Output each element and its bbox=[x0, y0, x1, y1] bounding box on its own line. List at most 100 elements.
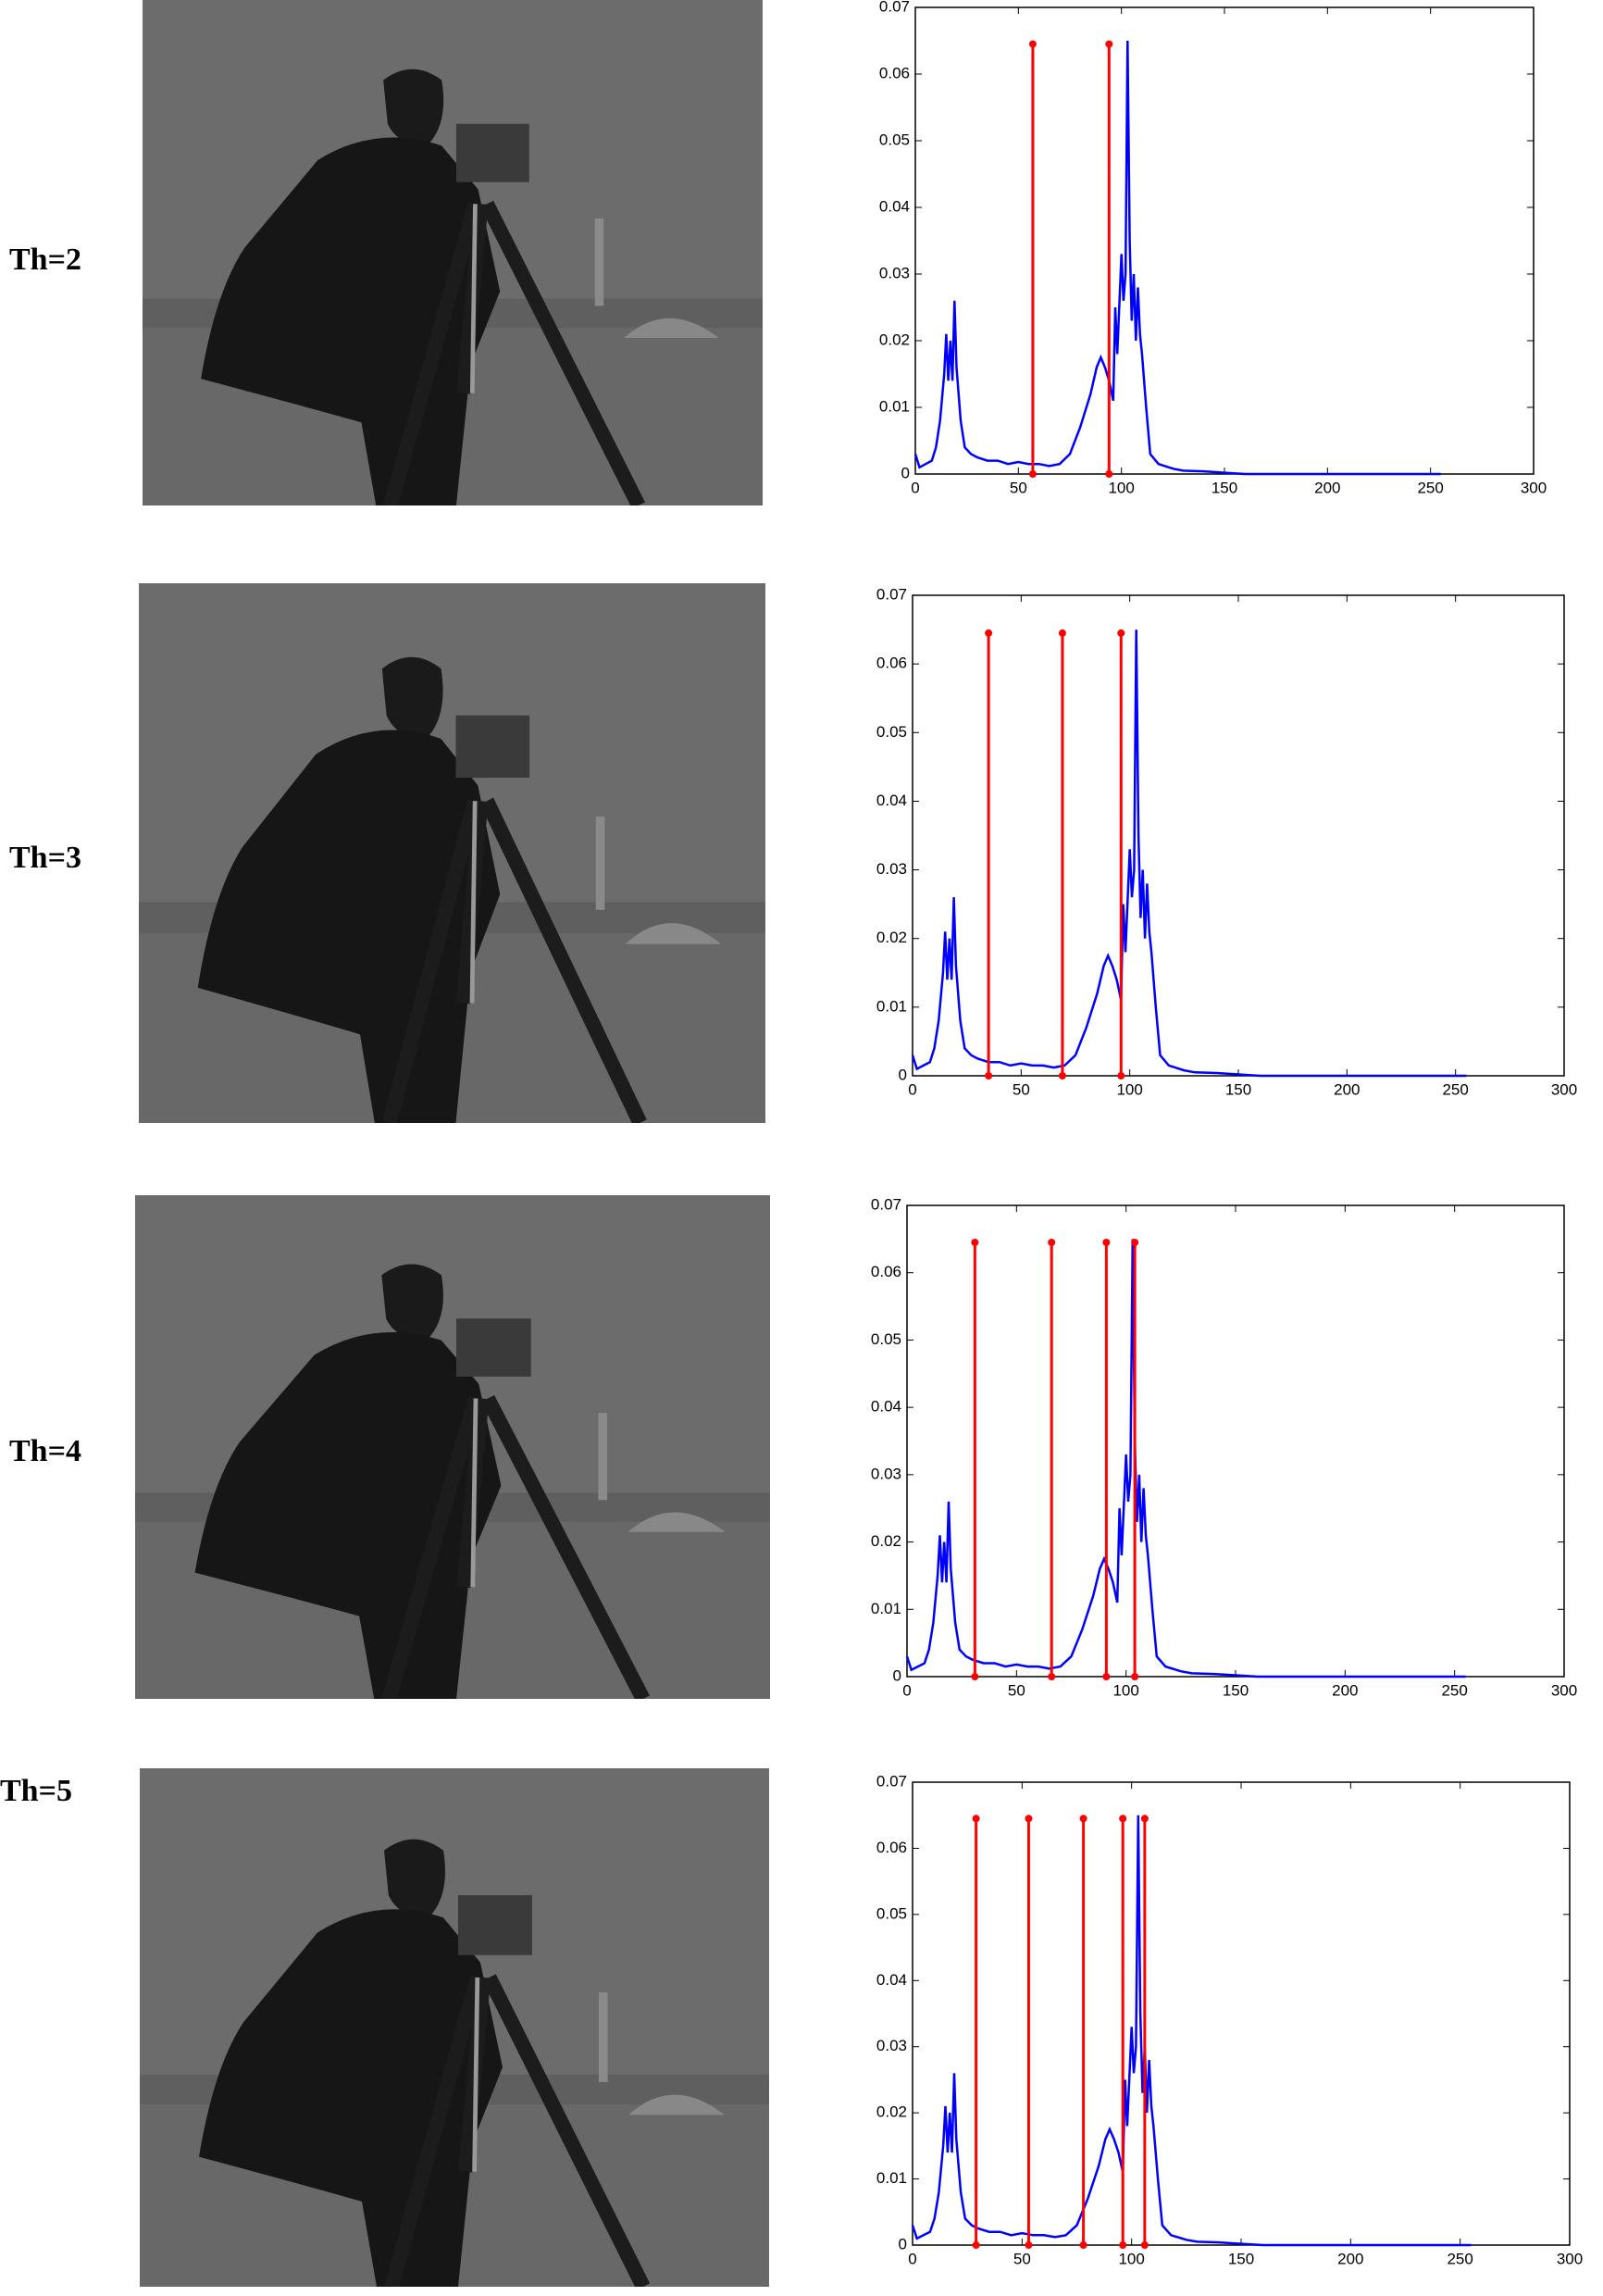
plot-frame bbox=[912, 594, 1565, 1077]
y-tick-label: 0.03 bbox=[871, 1465, 901, 1482]
x-tick-label: 0 bbox=[911, 479, 919, 496]
x-tick-label: 300 bbox=[1557, 2250, 1583, 2267]
stem-dot bbox=[1140, 1815, 1149, 1823]
stem-base-dot bbox=[1102, 1673, 1111, 1680]
x-tick-label: 150 bbox=[1225, 1080, 1251, 1098]
x-tick-label: 100 bbox=[1118, 2250, 1144, 2267]
row-label: Th=2 bbox=[9, 243, 81, 277]
plot-frame bbox=[914, 6, 1535, 475]
stem-base-dot bbox=[1119, 2241, 1127, 2249]
stem-dot bbox=[1117, 629, 1125, 637]
stem-base-dot bbox=[1048, 1673, 1056, 1680]
x-tick-label: 300 bbox=[1551, 1681, 1577, 1699]
y-tick-label: 0.01 bbox=[876, 997, 907, 1015]
y-tick-label: 0 bbox=[893, 1666, 901, 1684]
x-tick-label: 150 bbox=[1223, 1681, 1249, 1699]
y-tick-label: 0.05 bbox=[871, 1330, 901, 1348]
x-tick-label: 300 bbox=[1551, 1080, 1577, 1098]
x-tick-label: 250 bbox=[1417, 479, 1443, 496]
x-tick-label: 100 bbox=[1116, 1080, 1142, 1098]
y-tick-label: 0.04 bbox=[879, 197, 910, 215]
y-tick-label: 0.04 bbox=[871, 1398, 901, 1416]
x-tick-label: 50 bbox=[1010, 479, 1027, 496]
stem-base-dot bbox=[1028, 470, 1037, 478]
x-tick-label: 100 bbox=[1112, 1681, 1138, 1699]
stem-base-dot bbox=[1140, 2241, 1149, 2249]
stem-base-dot bbox=[1025, 2241, 1033, 2249]
y-tick-label: 0.02 bbox=[876, 2103, 907, 2121]
stem-dot bbox=[1105, 40, 1113, 48]
x-tick-label: 50 bbox=[1013, 2250, 1031, 2267]
stem-dot bbox=[971, 1238, 979, 1246]
y-tick-label: 0.07 bbox=[879, 0, 910, 15]
stem-base-dot bbox=[985, 1072, 993, 1079]
x-tick-label: 50 bbox=[1013, 1080, 1030, 1098]
stem-dot bbox=[1058, 629, 1066, 637]
histogram-line bbox=[911, 1815, 1472, 2247]
x-tick-label: 200 bbox=[1332, 1681, 1358, 1699]
x-tick-label: 0 bbox=[908, 2250, 916, 2267]
x-tick-label: 100 bbox=[1108, 479, 1134, 496]
stem-dot bbox=[985, 629, 993, 637]
y-tick-label: 0.05 bbox=[876, 723, 907, 741]
stem-dot bbox=[1028, 40, 1037, 48]
x-tick-label: 250 bbox=[1441, 1681, 1467, 1699]
y-tick-label: 0.05 bbox=[876, 1904, 907, 1922]
y-tick-label: 0.03 bbox=[876, 860, 907, 878]
y-tick-label: 0.06 bbox=[876, 1839, 907, 1856]
row-label: Th=3 bbox=[9, 841, 81, 875]
photo bbox=[143, 0, 763, 505]
y-tick-label: 0 bbox=[899, 2235, 907, 2252]
plot-frame bbox=[906, 1204, 1565, 1678]
y-tick-label: 0.01 bbox=[871, 1600, 901, 1617]
stem-dot bbox=[1048, 1238, 1056, 1246]
stem-dot bbox=[1079, 1815, 1087, 1823]
x-tick-label: 200 bbox=[1337, 2250, 1363, 2267]
x-tick-label: 300 bbox=[1521, 479, 1547, 496]
y-tick-label: 0.06 bbox=[871, 1263, 901, 1280]
histogram-line bbox=[913, 40, 1441, 476]
x-tick-label: 250 bbox=[1447, 2250, 1473, 2267]
stem-dot bbox=[972, 1815, 980, 1823]
y-tick-label: 0.03 bbox=[876, 2037, 907, 2054]
x-tick-label: 250 bbox=[1442, 1080, 1468, 1098]
x-tick-label: 150 bbox=[1228, 2250, 1254, 2267]
stem-dot bbox=[1025, 1815, 1033, 1823]
x-tick-label: 200 bbox=[1334, 1080, 1360, 1098]
row-label: Th=5 bbox=[0, 1774, 72, 1808]
y-tick-label: 0 bbox=[901, 464, 910, 481]
stem-dot bbox=[1131, 1238, 1139, 1246]
stem-base-dot bbox=[972, 2241, 980, 2249]
y-tick-label: 0.02 bbox=[879, 331, 910, 348]
x-tick-label: 150 bbox=[1212, 479, 1237, 496]
photo bbox=[139, 583, 765, 1123]
y-tick-label: 0.02 bbox=[876, 929, 907, 946]
stem-base-dot bbox=[1131, 1673, 1139, 1680]
y-tick-label: 0.03 bbox=[879, 264, 910, 281]
x-tick-label: 50 bbox=[1008, 1681, 1025, 1699]
x-tick-label: 200 bbox=[1314, 479, 1340, 496]
y-tick-label: 0.06 bbox=[876, 655, 907, 672]
stem-base-dot bbox=[1058, 1072, 1066, 1079]
y-tick-label: 0.02 bbox=[871, 1532, 901, 1550]
histogram-line bbox=[911, 630, 1467, 1078]
y-tick-label: 0.05 bbox=[879, 131, 910, 148]
photo bbox=[135, 1195, 770, 1699]
y-tick-label: 0.01 bbox=[879, 397, 910, 415]
x-tick-label: 0 bbox=[902, 1681, 911, 1699]
stem-dot bbox=[1102, 1238, 1111, 1246]
y-tick-label: 0.07 bbox=[876, 585, 907, 603]
y-tick-label: 0.07 bbox=[876, 1772, 907, 1790]
plot-frame bbox=[912, 1781, 1571, 2246]
x-tick-label: 0 bbox=[908, 1080, 916, 1098]
y-tick-label: 0.01 bbox=[876, 2169, 907, 2187]
stem-base-dot bbox=[1105, 470, 1113, 478]
histogram-line bbox=[905, 1239, 1466, 1678]
stem-dot bbox=[1119, 1815, 1127, 1823]
y-tick-label: 0 bbox=[899, 1066, 907, 1083]
y-tick-label: 0.04 bbox=[876, 1971, 907, 1989]
stem-base-dot bbox=[1117, 1072, 1125, 1079]
photo bbox=[140, 1768, 769, 2287]
y-tick-label: 0.07 bbox=[871, 1195, 901, 1213]
